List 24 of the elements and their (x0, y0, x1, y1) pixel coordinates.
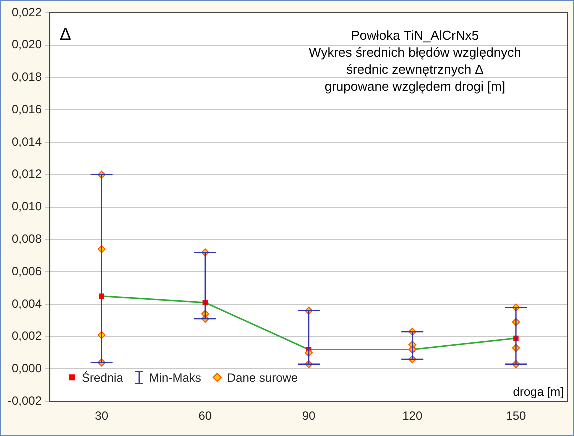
x-tick-label: 60 (198, 409, 212, 424)
legend-label: Dane surowe (227, 370, 298, 385)
x-tick-label: 150 (506, 409, 527, 424)
y-tick-label: 0,016 (12, 102, 42, 116)
x-axis-title: droga [m] (513, 384, 564, 399)
y-tick-label: 0,002 (12, 329, 42, 344)
y-tick-label: 0,022 (12, 5, 42, 20)
y-tick-label: 0,014 (12, 134, 42, 149)
x-tick-label: 120 (402, 409, 423, 424)
x-tick-label: 90 (302, 409, 316, 424)
y-tick-label: 0,004 (12, 296, 42, 311)
annotation: Min-Maks (149, 370, 202, 385)
y-tick-label: 0,000 (12, 362, 42, 376)
y-axis-title: Δ (60, 25, 72, 44)
y-tick-label: 0,012 (12, 167, 42, 182)
y-tick-label: 0,008 (12, 232, 42, 246)
text: Powłoka TiN_AlCrNx5 Wykres średnich błędów względnych średnic zewnętrznych Δ grupowane względem drogi [m] (309, 28, 522, 94)
legend-label: Średnia (82, 370, 124, 385)
x-tick-label: 30 (95, 409, 109, 424)
y-tick-label: 0,010 (12, 200, 42, 214)
y-tick-label: 0,020 (12, 38, 42, 52)
y-tick-label: -0,002 (8, 394, 42, 408)
y-tick-label: 0,018 (12, 70, 42, 84)
y-tick-label: 0,006 (12, 264, 42, 278)
